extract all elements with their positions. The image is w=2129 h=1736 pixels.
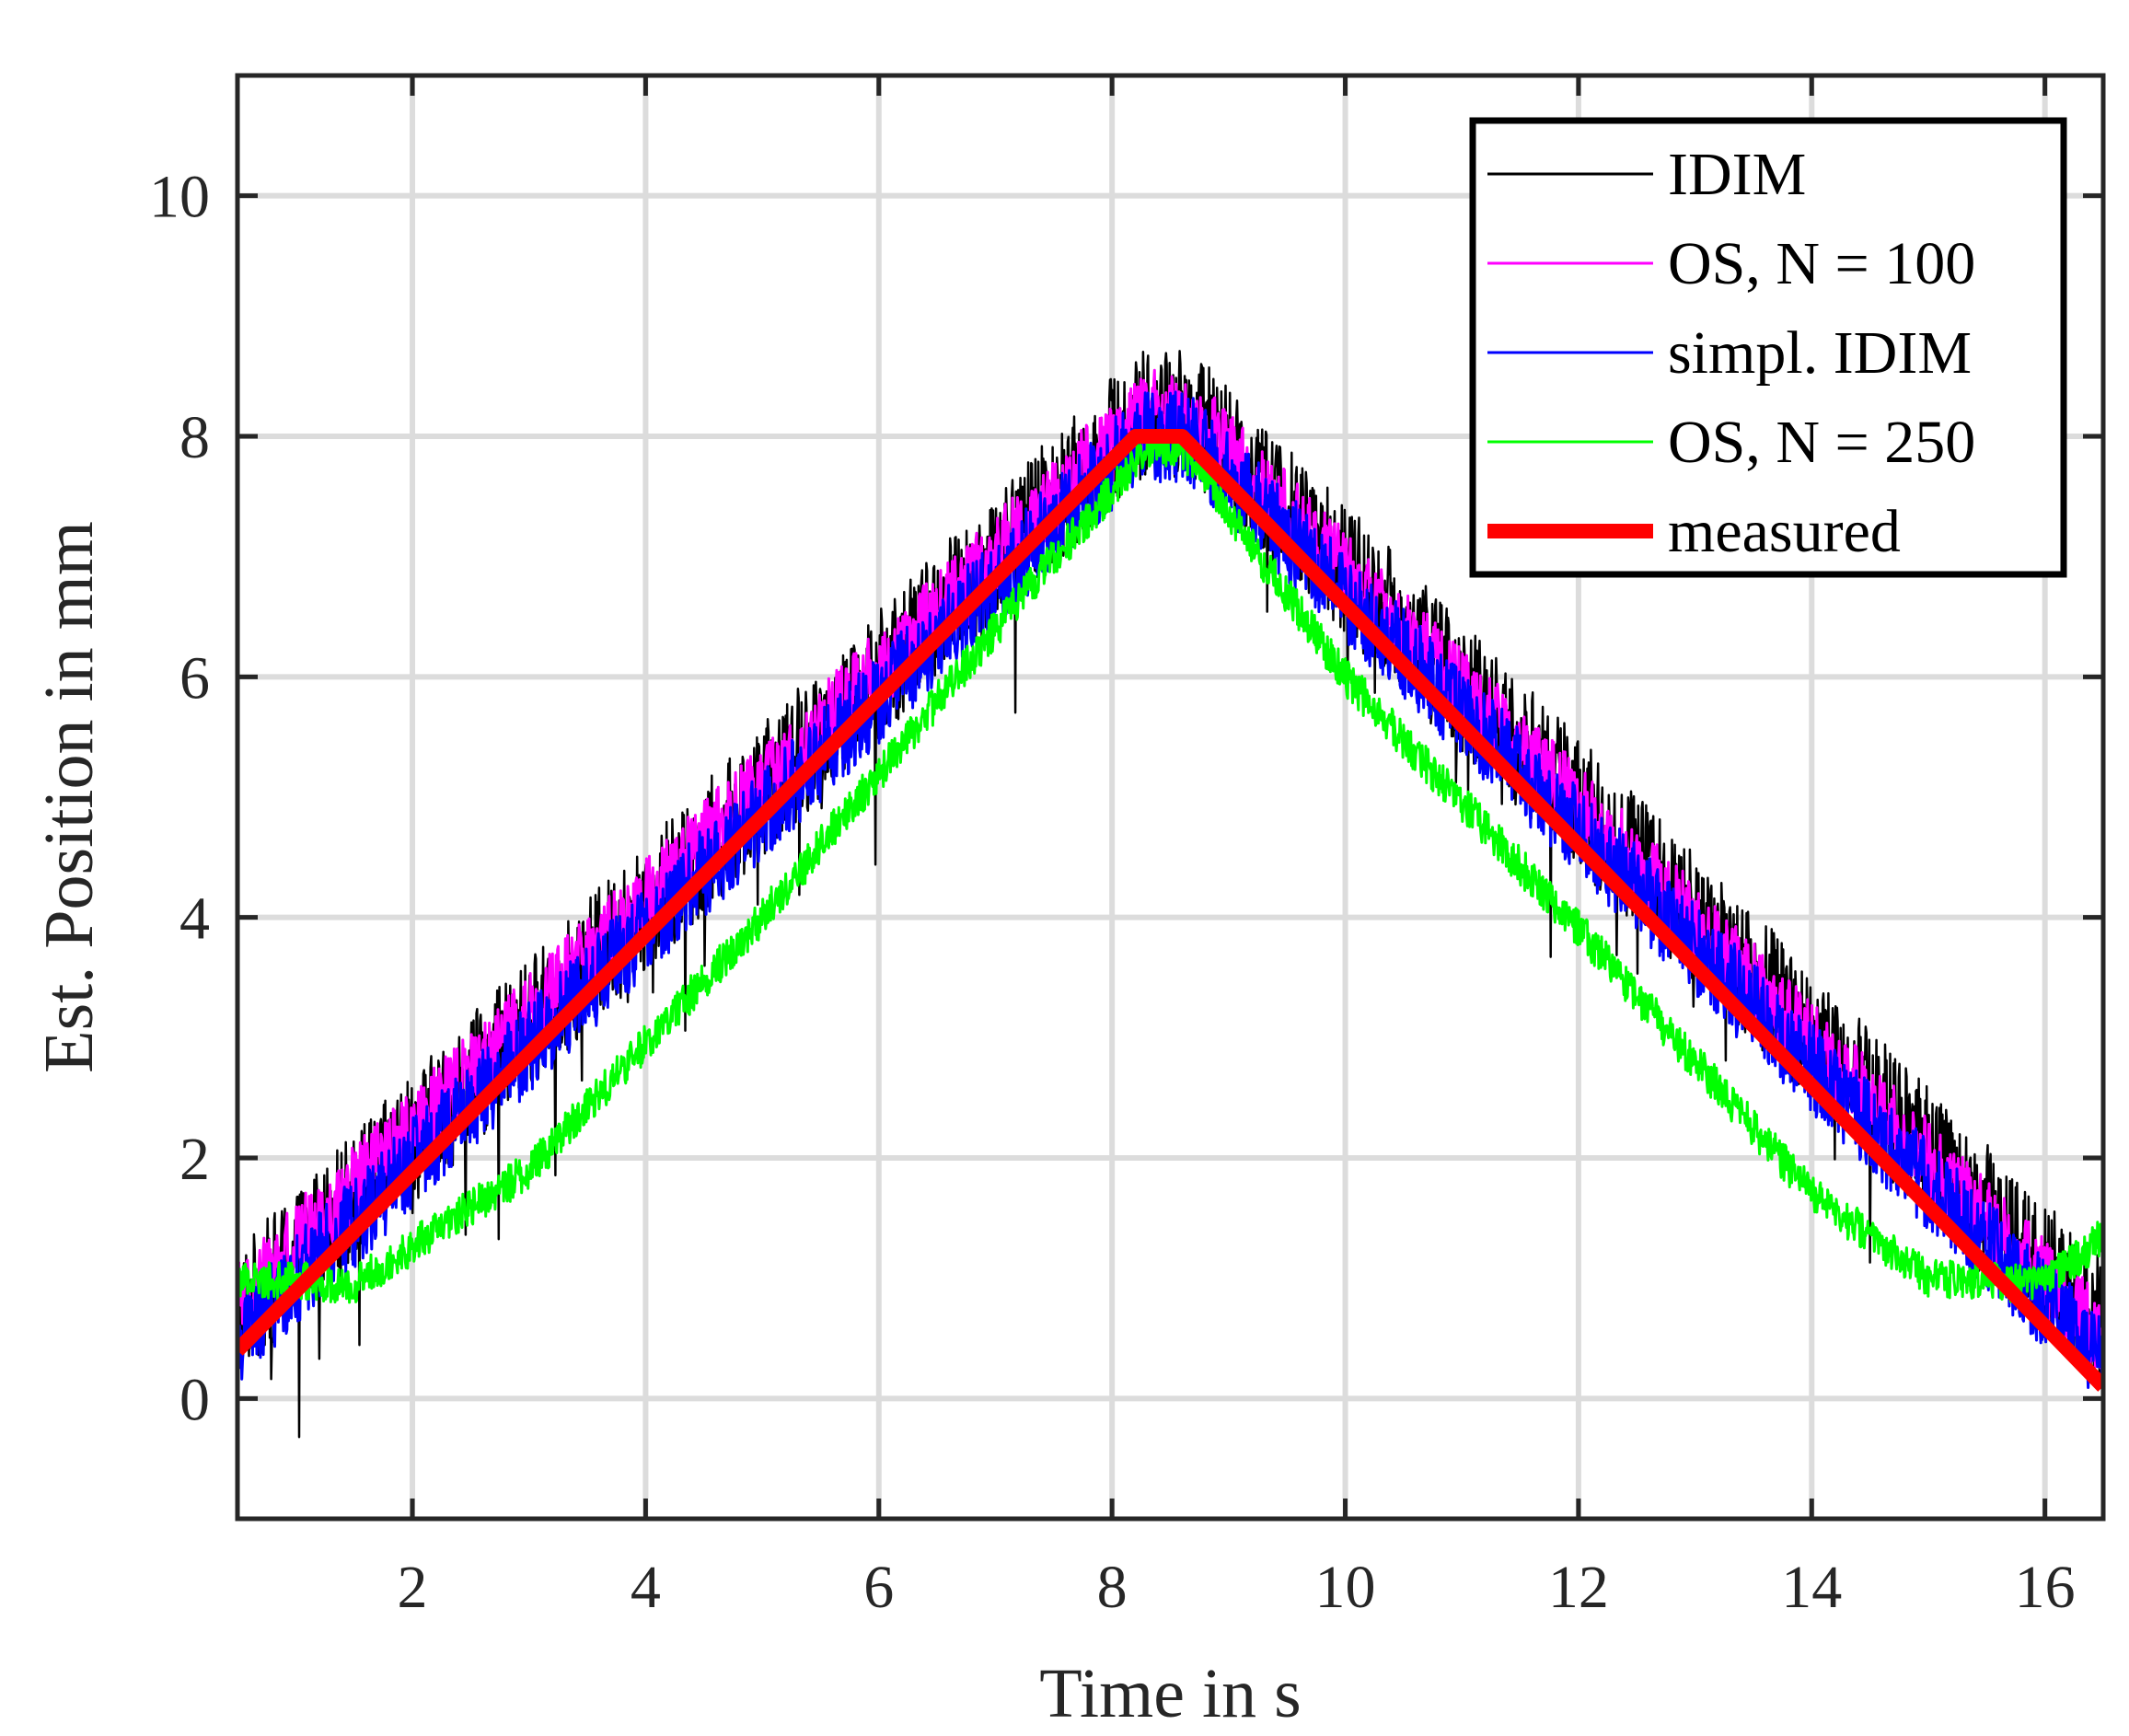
x-tick-label: 14 (1781, 1554, 1842, 1621)
series-line-3 (237, 428, 2103, 1304)
x-tick-label: 2 (398, 1554, 428, 1621)
x-tick-label: 10 (1315, 1554, 1376, 1621)
x-tick-label: 6 (863, 1554, 894, 1621)
axes: 2 4 6 8 10 12 14 16 0 2 4 6 8 10 (149, 73, 2106, 1621)
series-line-measured (237, 429, 2103, 1392)
x-tick-label: 8 (1097, 1554, 1128, 1621)
legend-label: measured (1668, 498, 1901, 565)
series-layer (237, 350, 2103, 1439)
y-tick-label: 8 (179, 404, 210, 471)
x-tick-label: 12 (1548, 1554, 1609, 1621)
legend-label: OS, N = 100 (1668, 230, 1975, 297)
y-tick-label: 0 (179, 1366, 210, 1433)
legend-label: IDIM (1668, 141, 1806, 208)
y-tick-label: 10 (149, 164, 210, 231)
legend-label: OS, N = 250 (1668, 409, 1975, 476)
y-tick-label: 4 (179, 885, 210, 953)
x-axis-title: Time in s (1039, 1655, 1301, 1732)
x-tick-label: 16 (2015, 1554, 2076, 1621)
y-axis-title: Est. Position in mm (30, 521, 108, 1073)
y-tick-label: 2 (179, 1126, 210, 1193)
y-tick-label: 6 (179, 644, 210, 712)
axes-box (235, 73, 2106, 1522)
x-tick-label: 4 (631, 1554, 661, 1621)
legend-box (1469, 117, 2067, 578)
legend-label: simpl. IDIM (1668, 319, 1972, 387)
legend: IDIM OS, N = 100 simpl. IDIM OS, N = 250 mea… (1469, 117, 2067, 578)
